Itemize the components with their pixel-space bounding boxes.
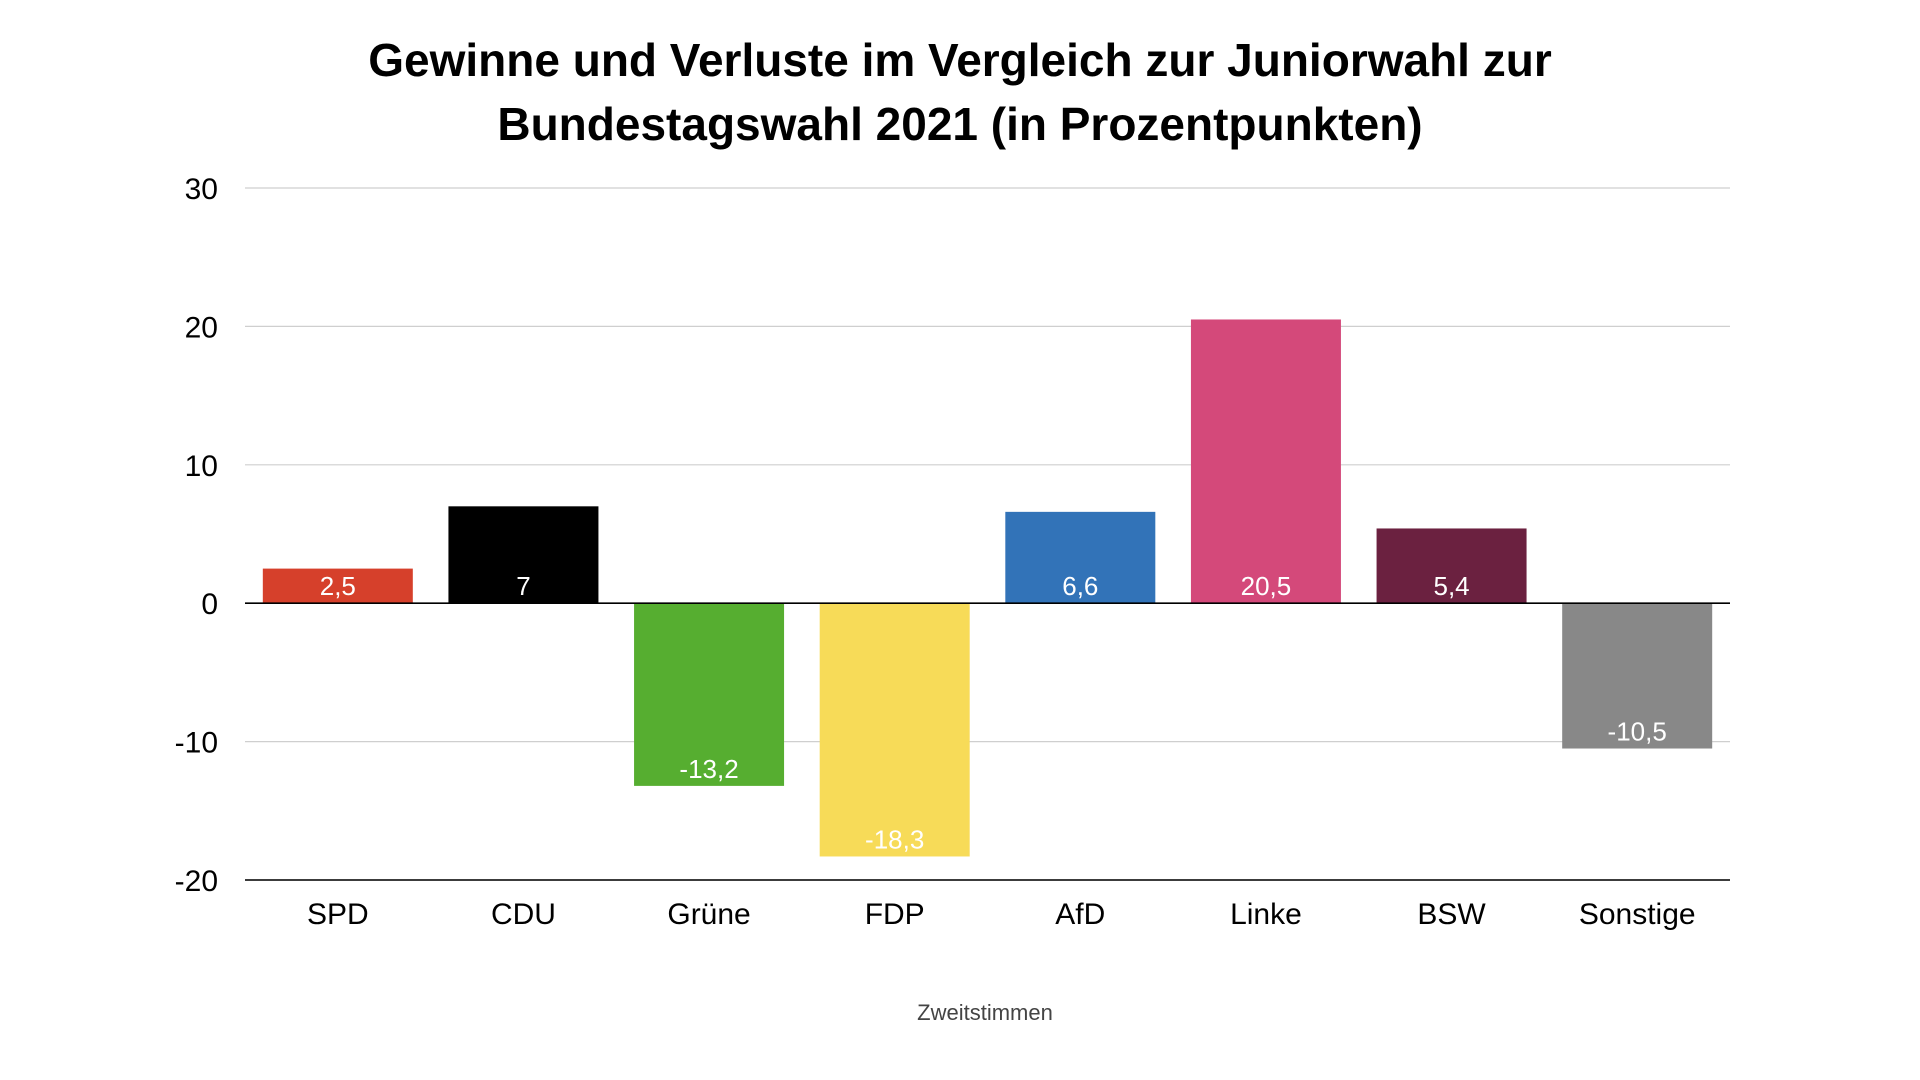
category-label: Grüne [667, 898, 750, 931]
data-label: -18,3 [865, 824, 924, 854]
bars [262, 319, 1713, 857]
category-label: AfD [1055, 898, 1105, 931]
axes [245, 602, 1730, 881]
data-label: 5,4 [1433, 571, 1469, 601]
y-tick-label: -10 [175, 727, 218, 760]
y-tick-label: -20 [175, 865, 218, 898]
data-label: -10,5 [1608, 717, 1667, 747]
data-label: 20,5 [1241, 571, 1292, 601]
y-tick-label: 0 [201, 588, 218, 621]
bar [1562, 603, 1713, 749]
category-label: SPD [307, 898, 369, 931]
bar [1376, 528, 1527, 604]
bar [634, 603, 785, 786]
category-label: BSW [1417, 898, 1486, 931]
category-label: Linke [1230, 898, 1302, 931]
data-label: 2,5 [320, 571, 356, 601]
y-tick-label: 20 [185, 311, 218, 344]
bar [1005, 511, 1156, 604]
bar [448, 506, 599, 604]
labels: 30 20 10 0 -10 -20 2,5 SPD 7 CDU -13,2 Grüne -18,3 FD… [175, 173, 1696, 931]
category-label: CDU [491, 898, 556, 931]
category-label: FDP [865, 898, 925, 931]
chart-title: Gewinne und Verluste im Vergleich zur Ju… [0, 28, 1920, 156]
chart-title-line-1: Gewinne und Verluste im Vergleich zur Ju… [368, 34, 1552, 86]
bar [1190, 319, 1341, 604]
category-label: Sonstige [1579, 898, 1696, 931]
bar [262, 568, 413, 604]
data-label: 7 [516, 571, 530, 601]
chart-title-line-2: Bundestagswahl 2021 (in Prozentpunkten) [497, 98, 1423, 150]
y-tick-label: 10 [185, 450, 218, 483]
bar [819, 603, 970, 857]
data-label: -13,2 [679, 754, 738, 784]
x-axis-label: Zweitstimmen [917, 1000, 1053, 1025]
data-label: 6,6 [1062, 571, 1098, 601]
y-tick-label: 30 [185, 173, 218, 206]
